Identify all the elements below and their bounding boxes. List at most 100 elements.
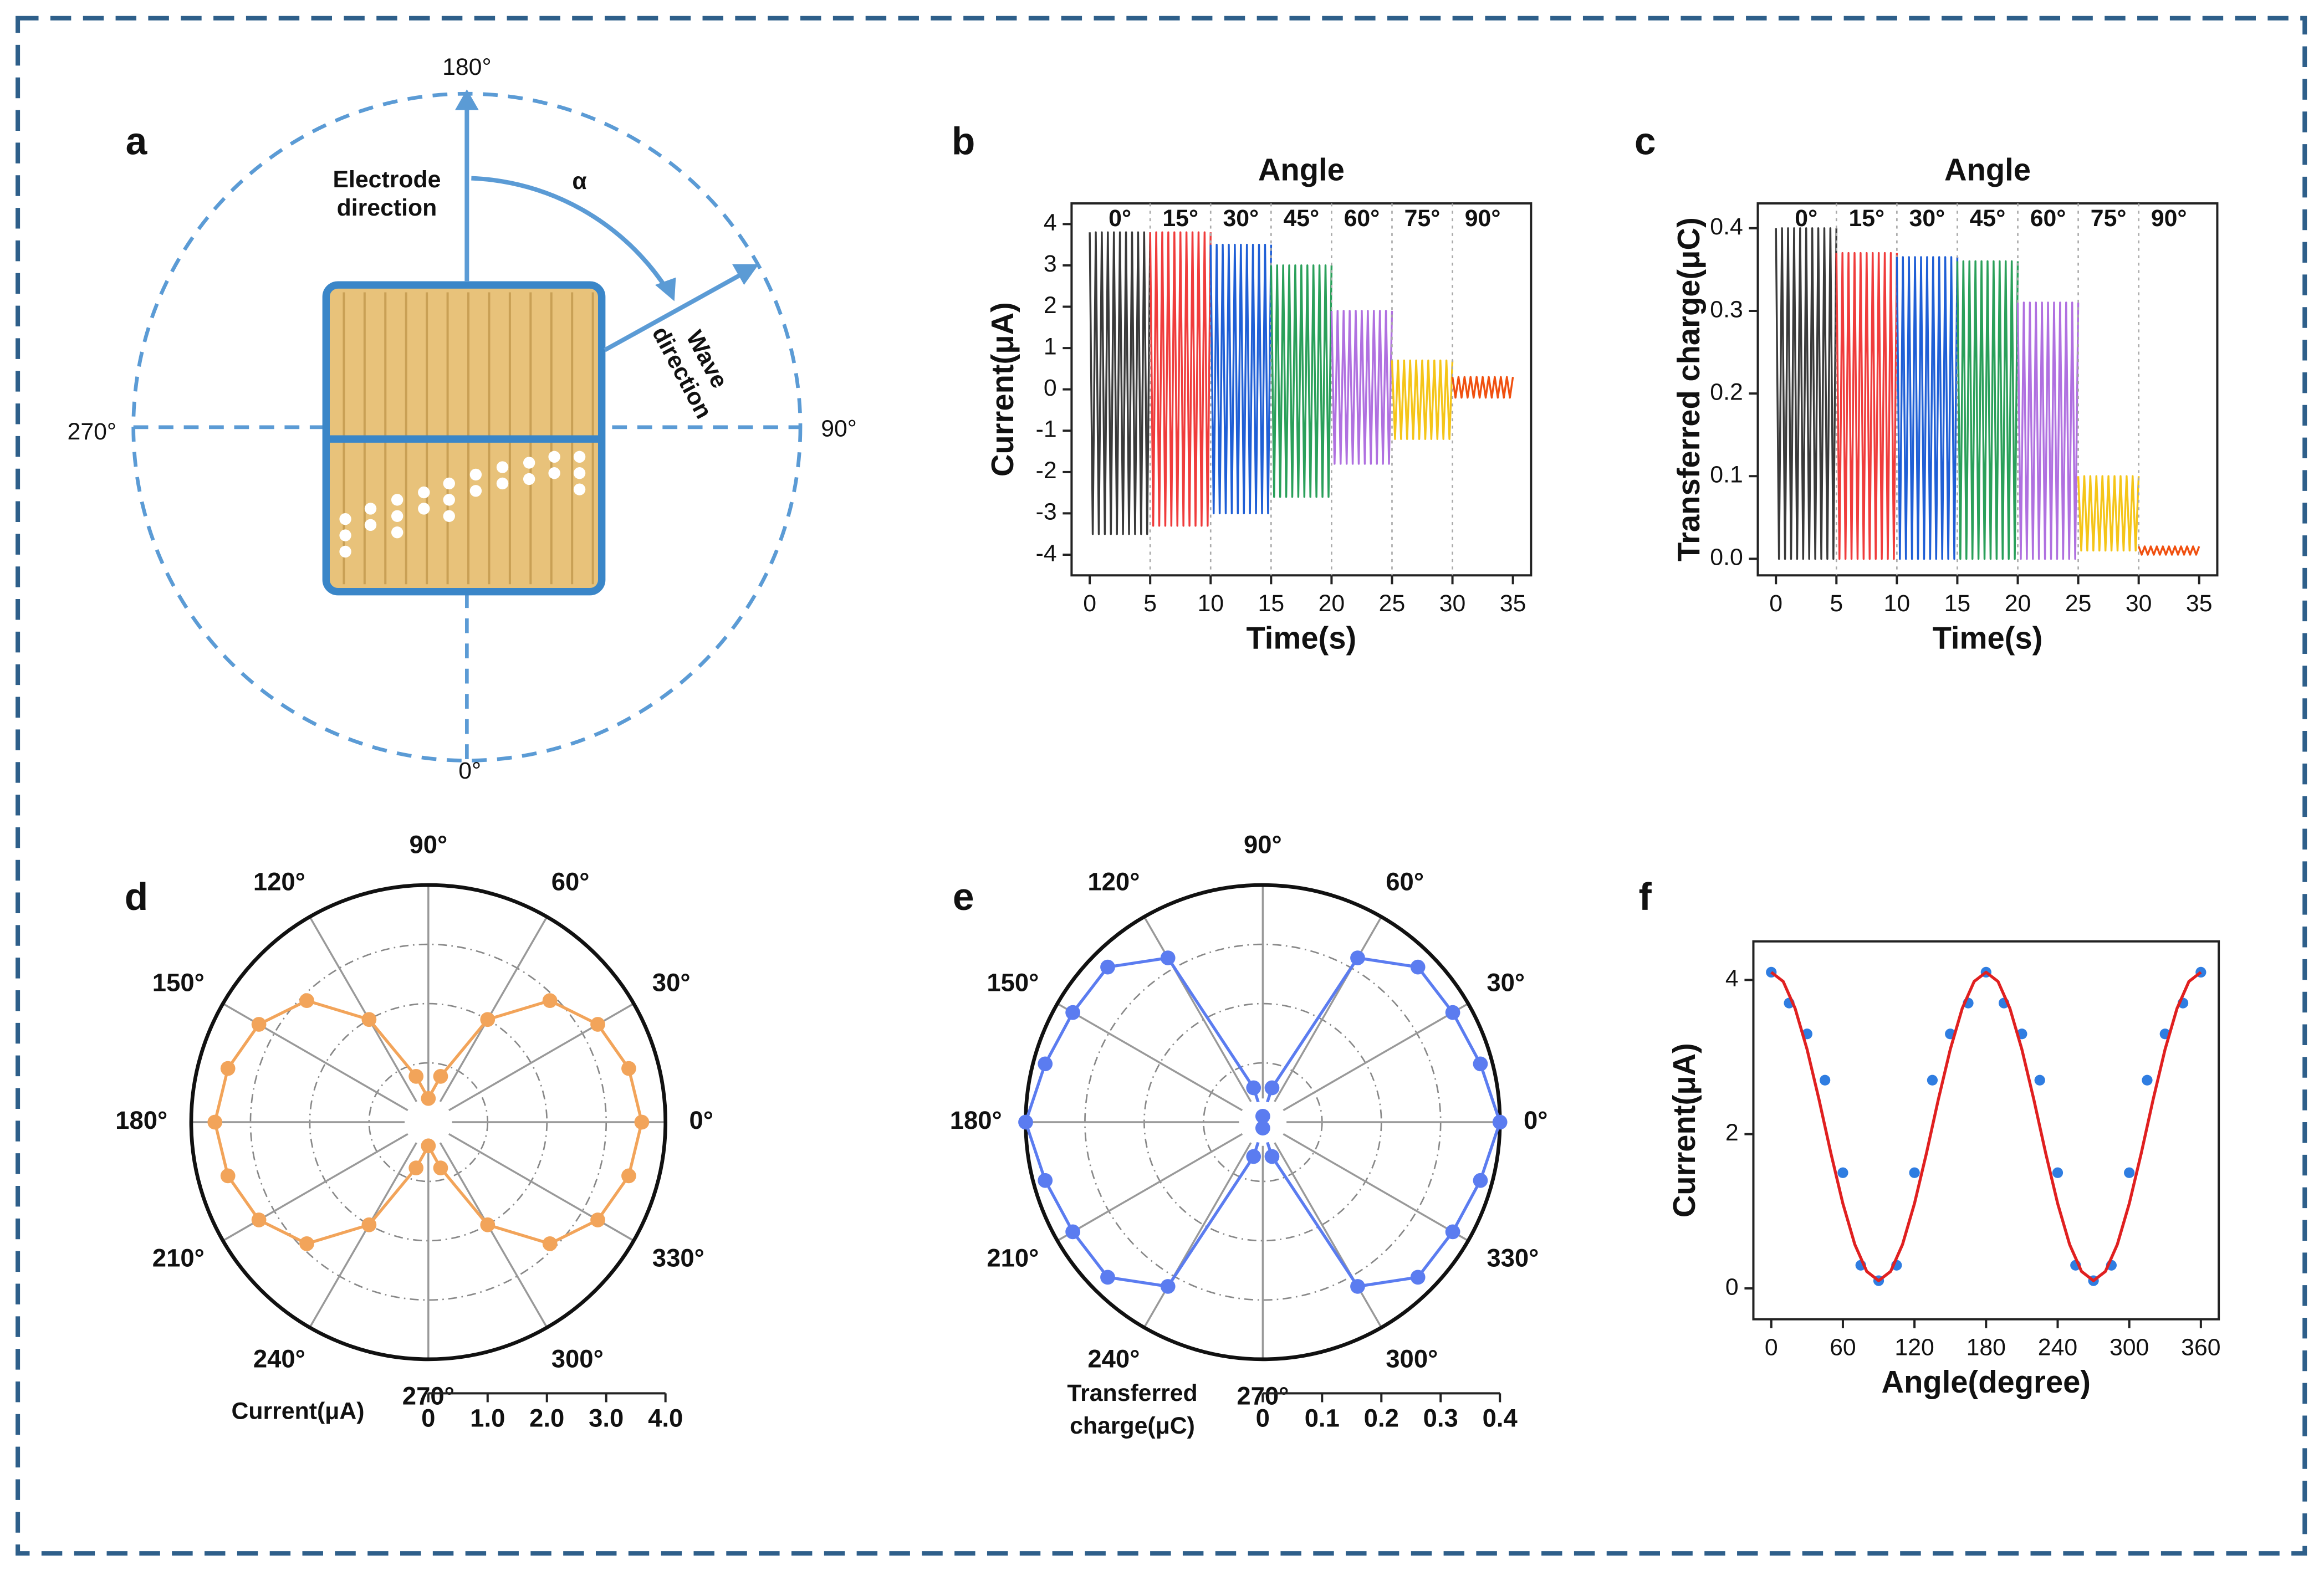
spoke (1143, 916, 1252, 1102)
point (1246, 1149, 1261, 1164)
panel: d0°30°60°90°120°150°180°210°240°270°300°… (115, 831, 713, 1432)
panel: b 0 5 10 15 20 25 30 35 -4 -3 -2 -1 0 1 2 3 4 Angle Time(s)… (952, 119, 1533, 656)
plot-frame (1756, 202, 2219, 577)
panel: e0°30°60°90°120°150°180°210°240°270°300°… (950, 831, 1548, 1440)
point (590, 1017, 605, 1032)
theta-tick-label: 210° (987, 1244, 1039, 1272)
point (1909, 1167, 1920, 1178)
theta-tick-label: 150° (987, 968, 1039, 996)
y-tick-label: 1 (1044, 333, 1057, 360)
point (1038, 1056, 1053, 1072)
spoke (448, 1002, 635, 1112)
spoke (448, 1133, 635, 1242)
point (220, 1061, 236, 1076)
x-tick-label: 60 (1830, 1334, 1856, 1360)
r-tick-label: 0.2 (1364, 1404, 1399, 1432)
point (1100, 1270, 1115, 1285)
segment-label: 0° (1795, 205, 1817, 232)
series-line (2138, 545, 2200, 556)
segment-label: 60° (2030, 205, 2066, 232)
theta-tick-label: 300° (1386, 1345, 1438, 1373)
point (299, 1236, 314, 1251)
point (1837, 1167, 1848, 1178)
spoke (439, 916, 548, 1102)
point (1255, 1108, 1270, 1124)
point (2142, 1074, 2153, 1086)
point (1065, 1224, 1080, 1240)
point (621, 1061, 636, 1076)
x-tick-label: 300 (2110, 1334, 2149, 1360)
x-tick-label: 30 (2126, 590, 2152, 617)
y-axis-label: Transferred charge(μC) (1671, 217, 1706, 561)
spoke (1283, 1133, 1469, 1242)
spoke (1283, 1002, 1469, 1112)
point (542, 993, 558, 1009)
series-line (1835, 252, 1898, 560)
point (1410, 959, 1426, 975)
segment-label: 15° (1848, 205, 1884, 232)
y-tick-label: 4 (1044, 209, 1057, 236)
segment-label: 15° (1162, 205, 1198, 232)
y-tick-label: 0 (1044, 375, 1057, 401)
point (542, 1236, 558, 1251)
segment-label: 75° (1404, 205, 1441, 232)
segment-label: 75° (2091, 205, 2127, 232)
y-tick-label: 0.3 (1710, 296, 1743, 323)
point (1038, 1173, 1053, 1188)
theta-tick-label: 90° (1244, 831, 1282, 859)
segment-label: 30° (1909, 205, 1945, 232)
alpha-label: α (572, 168, 586, 195)
theta-tick-label: 0° (689, 1106, 713, 1134)
spoke (1056, 1002, 1243, 1112)
angle-label: 270° (68, 418, 116, 445)
point (220, 1168, 236, 1184)
wave-label: Wavedirection (647, 309, 742, 423)
point (251, 1017, 267, 1032)
theta-tick-label: 60° (551, 867, 590, 896)
r-tick-label: 2.0 (529, 1404, 564, 1432)
y-tick-label: -2 (1036, 457, 1057, 484)
x-tick-label: 35 (1500, 590, 1526, 617)
point (621, 1168, 636, 1184)
series-line (1089, 231, 1151, 535)
y-tick-label: 4 (1725, 965, 1739, 992)
panel: f 0 60 120 180 240 300 360 0 2 4 Angle(degree) Curre… (1639, 875, 2221, 1399)
spoke (222, 1002, 408, 1112)
series-line (1451, 376, 1514, 399)
series-line (1770, 970, 2202, 1282)
r-tick-label: 0.1 (1305, 1404, 1340, 1432)
x-axis-label: Time(s) (1247, 621, 1357, 656)
point (421, 1138, 436, 1154)
theta-tick-label: 60° (1386, 867, 1424, 896)
center-hole (407, 1101, 450, 1143)
spoke (1274, 916, 1382, 1102)
x-tick-label: 360 (2181, 1334, 2220, 1360)
theta-tick-label: 30° (1487, 968, 1525, 996)
x-tick-label: 120 (1894, 1334, 1934, 1360)
y-tick-label: -4 (1036, 540, 1057, 566)
chart-title: Angle (1944, 152, 2031, 187)
point (1492, 1114, 1508, 1130)
spoke (1274, 1142, 1382, 1328)
x-tick-label: 10 (1884, 590, 1911, 617)
y-tick-label: 0.1 (1710, 462, 1743, 488)
y-tick-label: 2 (1044, 292, 1057, 319)
y-tick-label: 0.2 (1710, 378, 1743, 405)
segment-label: 90° (1465, 205, 1501, 232)
point (1350, 950, 1365, 965)
bubbles (339, 451, 586, 558)
x-tick-label: 25 (1379, 590, 1406, 617)
alpha-arc (471, 176, 669, 291)
r-axis-label-line: charge(μC) (1070, 1413, 1195, 1439)
point (207, 1114, 223, 1130)
spoke (222, 1133, 408, 1242)
x-tick-label: 5 (1830, 590, 1843, 617)
x-tick-label: 20 (2005, 590, 2031, 617)
arrow-head (454, 89, 479, 110)
point (361, 1217, 377, 1232)
x-tick-label: 15 (1944, 590, 1971, 617)
panel-label: d (125, 875, 148, 918)
panel-label: b (952, 119, 975, 162)
point (480, 1012, 496, 1027)
segment-label: 30° (1223, 205, 1259, 232)
